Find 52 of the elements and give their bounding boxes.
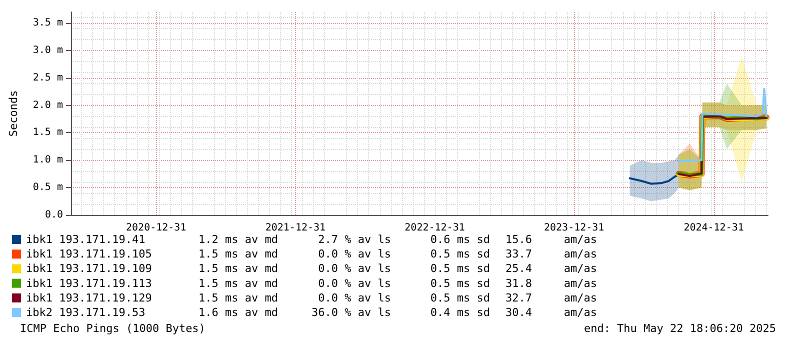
text: 0.5 ms sd	[430, 291, 490, 304]
text: 2.7 % av ls	[318, 233, 391, 246]
text: 36.0 % av ls	[312, 306, 391, 319]
y-axis-title: Seconds	[7, 90, 20, 137]
legend-label: ibk1 193.171.19.109	[26, 262, 152, 276]
text: 1.5 ms av md	[198, 291, 278, 304]
y-tick-label: 2.5 m	[32, 72, 63, 84]
text: 33.7	[506, 248, 532, 261]
y-tick-label: 1.0 m	[32, 154, 63, 166]
x-tick-label: 2022-12-31	[404, 222, 465, 234]
text: 25.4	[506, 262, 532, 276]
text: 0.0 % av ls	[318, 291, 391, 304]
text: 0.4 ms sd	[430, 306, 490, 319]
text: 0.6 ms sd	[430, 233, 490, 246]
text: 30.4	[506, 306, 532, 319]
x-tick-label: 2021-12-31	[265, 222, 326, 234]
text: 32.7	[506, 291, 532, 304]
y-tick-label: 2.0 m	[32, 100, 63, 111]
y-tick-label: 3.5 m	[32, 17, 63, 28]
text: 0.5 ms sd	[430, 248, 490, 261]
legend-label: ibk1 193.171.19.105	[26, 248, 152, 261]
text: am/as	[564, 262, 597, 276]
legend-label: ibk1 193.171.19.41	[26, 233, 146, 246]
text: am/as	[564, 291, 597, 304]
x-tick-label: 2024-12-31	[684, 222, 744, 234]
text: am/as	[564, 248, 597, 261]
text: 0.0 % av ls	[318, 262, 391, 276]
text: 31.8	[506, 276, 532, 290]
legend-label: ibk2 193.171.19.53	[26, 306, 146, 319]
text: 0.0 % av ls	[318, 276, 391, 290]
x-tick-label: 2020-12-31	[126, 222, 186, 234]
legend-label: ibk1 193.171.19.113	[26, 276, 152, 290]
text: 1.6 ms av md	[198, 306, 278, 319]
text: am/as	[564, 306, 597, 319]
text: 1.2 ms av md	[198, 233, 278, 246]
legend-label: ibk1 193.171.19.129	[26, 291, 152, 304]
y-tick-label: 1.5 m	[32, 127, 63, 138]
text: 1.5 ms av md	[198, 276, 278, 290]
text: am/as	[564, 233, 597, 246]
text: 15.6	[506, 233, 532, 246]
text: end: Thu May 22 18:06:20 2025	[584, 322, 776, 335]
text: 1.5 ms av md	[198, 248, 278, 261]
text: 0.5 ms sd	[430, 262, 490, 276]
y-tick-label: 3.0 m	[32, 44, 63, 56]
text: 0.5 ms sd	[430, 276, 490, 290]
text: am/as	[564, 276, 597, 290]
x-tick-label: 2023-12-31	[544, 222, 604, 234]
text: 0.0 % av ls	[318, 248, 391, 261]
text: ICMP Echo Pings (1000 Bytes)	[20, 322, 206, 335]
y-tick-label: 0.5 m	[32, 182, 63, 194]
y-tick-label: 0.0	[44, 210, 63, 220]
text: 1.5 ms av md	[198, 262, 278, 276]
